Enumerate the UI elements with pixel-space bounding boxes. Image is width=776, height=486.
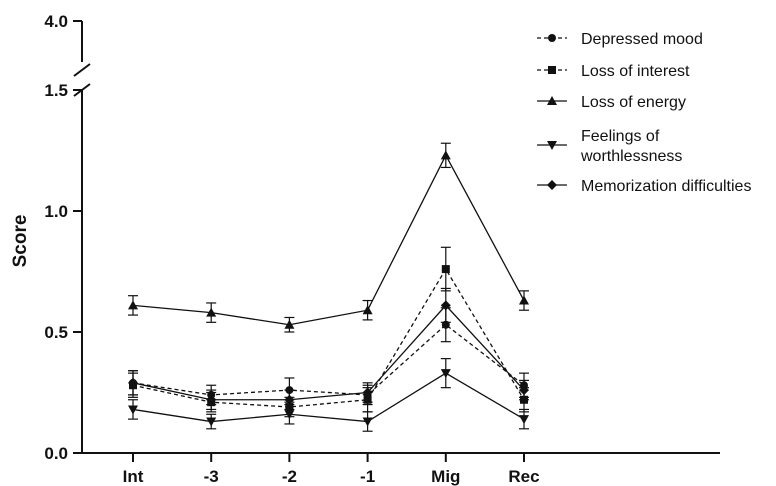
legend-label: Loss of interest	[581, 63, 690, 80]
data-point	[441, 265, 450, 274]
data-point	[284, 410, 295, 420]
y-tick-label: 0.0	[44, 444, 68, 463]
legend-marker	[547, 96, 557, 105]
data-point	[362, 387, 373, 398]
y-tick-label: 0.5	[44, 323, 68, 342]
y-tick-label: 4.0	[44, 12, 68, 31]
legend-label: Loss of energy	[581, 94, 686, 111]
x-tick-label: -2	[282, 467, 297, 486]
legend-label-line: worthlessness	[580, 148, 682, 165]
plot-area	[128, 142, 529, 432]
series-5	[128, 287, 529, 411]
x-tick-label: Mig	[431, 467, 460, 486]
series-1	[128, 307, 529, 406]
series-4	[128, 358, 529, 432]
data-point	[519, 415, 529, 425]
legend-item: Memorization difficulties	[537, 178, 751, 195]
series-line	[132, 372, 525, 423]
y-axis-break-mark	[73, 63, 91, 77]
legend-label-line: Depressed mood	[581, 31, 703, 48]
data-point	[440, 300, 451, 311]
x-tick-label: -1	[360, 467, 375, 486]
legend-label-line: Loss of interest	[581, 63, 690, 80]
series-3	[128, 142, 529, 333]
data-point	[206, 394, 217, 405]
x-tick-label: -3	[204, 467, 219, 486]
data-point	[284, 394, 295, 405]
y-axis-label: Score	[10, 215, 31, 268]
data-point	[362, 305, 373, 315]
legend-item: Loss of energy	[537, 94, 686, 111]
legend-marker	[548, 66, 556, 74]
legend-label-line: Feelings of	[581, 128, 660, 145]
legend-marker	[547, 180, 557, 190]
x-tick-label: Rec	[508, 467, 539, 486]
data-point	[440, 369, 451, 379]
series-line	[132, 304, 525, 401]
y-tick-label: 1.0	[44, 202, 68, 221]
legend-marker	[547, 141, 557, 150]
data-point	[284, 319, 295, 329]
legend-item: Loss of interest	[537, 63, 690, 80]
legend-label: Memorization difficulties	[581, 178, 751, 195]
series-line	[132, 153, 525, 326]
data-point	[440, 150, 451, 160]
series-line	[132, 323, 525, 396]
data-point	[206, 417, 217, 427]
legend-marker	[548, 34, 556, 42]
axes: 0.0 0.5 1.0 1.5 4.0 Int -3 -2 -1 Mig Rec	[44, 12, 720, 486]
y-tick-label: 1.5	[44, 81, 68, 100]
data-point	[128, 300, 138, 310]
x-tick-label: Int	[123, 467, 144, 486]
legend-label-line: Memorization difficulties	[581, 178, 751, 195]
legend-item: Depressed mood	[537, 31, 703, 48]
legend-item: Feelings of worthlessness	[537, 128, 682, 165]
data-point	[128, 377, 138, 388]
data-point	[362, 417, 373, 427]
legend-label-line: Loss of energy	[581, 94, 686, 111]
data-point	[519, 295, 529, 305]
series-2	[128, 246, 529, 418]
data-point	[206, 307, 217, 317]
legend-label: Feelings of worthlessness	[580, 128, 682, 165]
series-line	[132, 267, 525, 408]
legend-label: Depressed mood	[581, 31, 703, 48]
data-point	[128, 405, 138, 415]
legend: Depressed mood Loss of interest Loss of en…	[537, 31, 751, 195]
data-point	[519, 385, 529, 396]
